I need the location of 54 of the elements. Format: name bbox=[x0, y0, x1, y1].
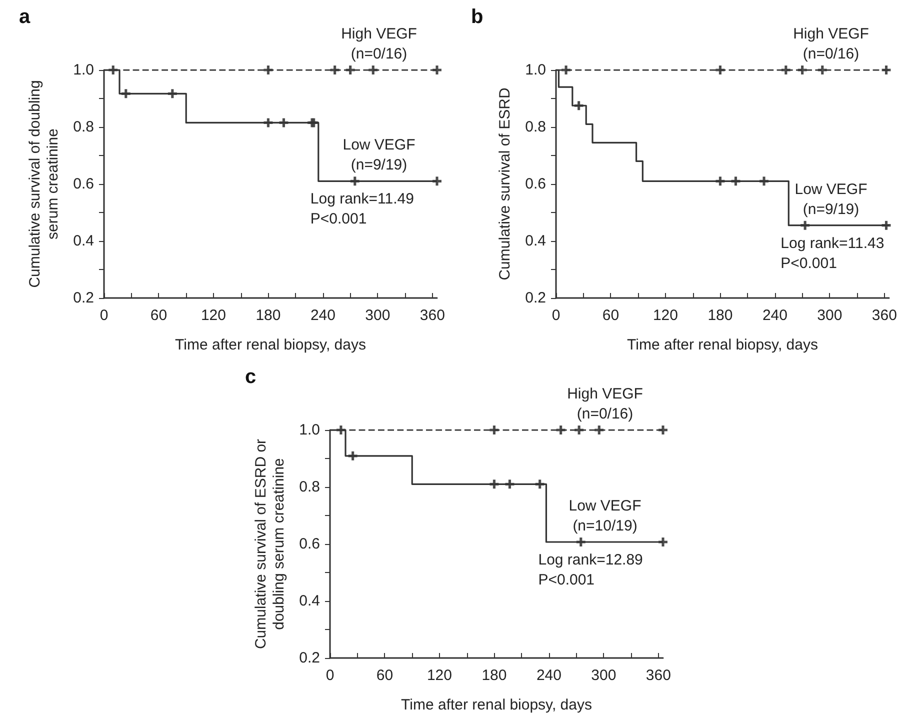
x-tick-label: 240 bbox=[536, 667, 562, 684]
y-axis-title: Cumulative survival of ESRD bbox=[496, 88, 514, 280]
x-tick-label: 360 bbox=[420, 307, 445, 324]
x-tick-label: 120 bbox=[200, 307, 226, 324]
y-tick-label: 1.0 bbox=[73, 62, 94, 78]
x-tick-label: 60 bbox=[602, 307, 620, 324]
x-tick-label: 360 bbox=[872, 307, 897, 324]
y-tick-label: 0.8 bbox=[73, 118, 94, 136]
y-tick-label: 0.8 bbox=[299, 478, 320, 496]
y-tick-label: 0.2 bbox=[525, 290, 546, 306]
x-tick-label: 60 bbox=[376, 667, 394, 684]
x-tick-label: 180 bbox=[482, 667, 507, 684]
x-tick-label: 180 bbox=[708, 307, 733, 324]
annotation: Log rank=12.89 P<0.001 bbox=[538, 552, 643, 589]
y-tick-label: 0.6 bbox=[73, 176, 94, 192]
chart-title: a bbox=[19, 6, 31, 28]
x-tick-label: 120 bbox=[652, 307, 678, 324]
y-tick-label: 0.6 bbox=[525, 176, 546, 192]
y-axis-title: Cumulative survival of doubling serum creatinine bbox=[26, 80, 62, 288]
series-label: High VEGF (n=0/16) bbox=[793, 26, 869, 62]
y-axis-title: Cumulative survival of ESRD or doubling serum creatinine bbox=[252, 438, 288, 650]
x-tick-label: 300 bbox=[365, 307, 390, 324]
y-tick-label: 0.4 bbox=[73, 232, 94, 250]
x-axis-title: Time after renal biopsy, days bbox=[627, 336, 818, 354]
x-axis-title: Time after renal biopsy, days bbox=[401, 696, 592, 714]
x-tick-label: 240 bbox=[762, 307, 788, 324]
x-tick-label: 0 bbox=[552, 307, 560, 324]
x-tick-label: 300 bbox=[817, 307, 842, 324]
y-tick-label: 0.4 bbox=[525, 232, 546, 250]
x-tick-label: 360 bbox=[646, 667, 671, 684]
series-label: Low VEGF (n=9/19) bbox=[794, 180, 868, 218]
x-tick-label: 0 bbox=[100, 307, 108, 324]
series-label: High VEGF (n=0/16) bbox=[567, 386, 643, 422]
annotation: Log rank=11.49 P<0.001 bbox=[310, 190, 414, 228]
chart-title: b bbox=[471, 6, 484, 28]
x-tick-label: 120 bbox=[426, 667, 452, 684]
x-tick-label: 180 bbox=[256, 307, 281, 324]
y-tick-label: 1.0 bbox=[299, 422, 320, 438]
x-tick-label: 240 bbox=[310, 307, 336, 324]
x-tick-label: 300 bbox=[591, 667, 616, 684]
chart-title: c bbox=[245, 366, 256, 388]
series-label: Low VEGF (n=10/19) bbox=[568, 498, 642, 535]
x-tick-label: 60 bbox=[150, 307, 168, 324]
annotation: Log rank=11.43 P<0.001 bbox=[780, 234, 884, 272]
y-tick-label: 0.8 bbox=[525, 118, 546, 136]
x-axis-title: Time after renal biopsy, days bbox=[175, 336, 366, 354]
y-tick-label: 0.2 bbox=[73, 290, 94, 306]
y-tick-label: 0.4 bbox=[299, 592, 320, 610]
y-tick-label: 0.6 bbox=[299, 536, 320, 552]
y-tick-label: 1.0 bbox=[525, 62, 546, 78]
series-label: Low VEGF (n=9/19) bbox=[342, 136, 416, 174]
x-tick-label: 0 bbox=[326, 667, 334, 684]
series-label: High VEGF (n=0/16) bbox=[341, 26, 417, 62]
y-tick-label: 0.2 bbox=[299, 650, 320, 666]
